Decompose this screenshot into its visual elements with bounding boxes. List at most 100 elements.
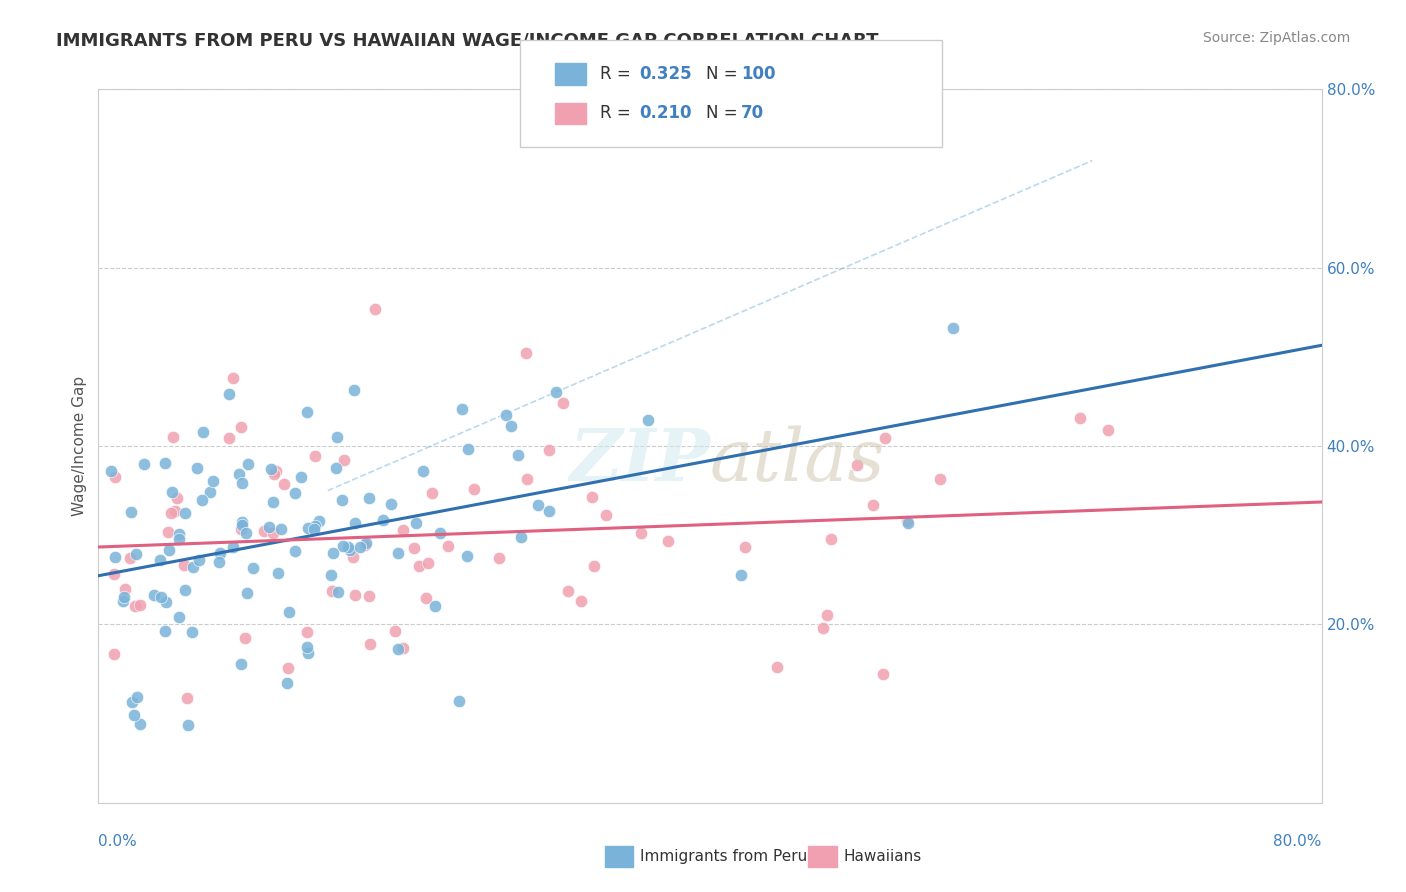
Point bbox=[371, 513, 394, 527]
Point bbox=[322, 546, 344, 560]
Point bbox=[392, 641, 415, 656]
Text: 70: 70 bbox=[741, 104, 763, 122]
Point bbox=[436, 539, 458, 553]
Point bbox=[112, 593, 135, 607]
Point bbox=[447, 694, 470, 708]
Point bbox=[295, 405, 318, 419]
Point bbox=[553, 396, 575, 410]
Point bbox=[231, 475, 253, 490]
Point bbox=[364, 301, 387, 316]
Point bbox=[100, 464, 122, 478]
Point bbox=[1069, 411, 1091, 425]
Point bbox=[349, 540, 371, 554]
Point bbox=[238, 458, 260, 472]
Point bbox=[463, 482, 485, 496]
Point bbox=[297, 646, 319, 660]
Point bbox=[198, 485, 221, 500]
Point bbox=[343, 516, 366, 530]
Point bbox=[321, 584, 343, 599]
Point bbox=[456, 549, 478, 563]
Point bbox=[167, 532, 190, 546]
Point bbox=[160, 485, 183, 500]
Point bbox=[173, 558, 195, 572]
Point bbox=[174, 582, 197, 597]
Point bbox=[354, 536, 377, 550]
Point bbox=[157, 543, 180, 558]
Point bbox=[495, 409, 517, 423]
Point bbox=[166, 491, 188, 506]
Point bbox=[657, 533, 679, 548]
Point bbox=[270, 522, 292, 536]
Text: Hawaiians: Hawaiians bbox=[844, 849, 922, 863]
Point bbox=[730, 567, 752, 582]
Point bbox=[321, 568, 343, 582]
Point bbox=[177, 718, 200, 732]
Point bbox=[114, 582, 136, 596]
Point bbox=[218, 387, 240, 401]
Text: R =: R = bbox=[600, 104, 637, 122]
Point bbox=[149, 590, 172, 604]
Point bbox=[506, 448, 529, 462]
Point bbox=[267, 566, 290, 580]
Point bbox=[330, 493, 353, 508]
Point bbox=[208, 546, 231, 560]
Point bbox=[276, 675, 298, 690]
Point bbox=[242, 561, 264, 575]
Point bbox=[304, 518, 326, 533]
Point bbox=[302, 522, 325, 536]
Point bbox=[155, 595, 177, 609]
Point bbox=[897, 516, 920, 530]
Text: N =: N = bbox=[706, 65, 742, 83]
Text: atlas: atlas bbox=[710, 425, 886, 496]
Point bbox=[277, 660, 299, 674]
Point bbox=[488, 550, 510, 565]
Point bbox=[128, 598, 150, 612]
Point bbox=[153, 456, 176, 470]
Point bbox=[218, 431, 240, 445]
Point bbox=[112, 591, 135, 605]
Point bbox=[278, 605, 301, 619]
Point bbox=[176, 691, 198, 706]
Text: 0.0%: 0.0% bbox=[98, 834, 138, 849]
Point bbox=[181, 625, 204, 640]
Point bbox=[229, 523, 252, 537]
Point bbox=[630, 526, 652, 541]
Point bbox=[308, 514, 330, 528]
Point bbox=[153, 624, 176, 639]
Point bbox=[392, 524, 415, 538]
Point bbox=[416, 556, 439, 570]
Point bbox=[928, 472, 950, 486]
Point bbox=[125, 547, 148, 561]
Point bbox=[283, 543, 305, 558]
Point bbox=[359, 491, 381, 505]
Point bbox=[415, 591, 437, 605]
Point bbox=[273, 476, 295, 491]
Point bbox=[208, 555, 231, 569]
Point bbox=[515, 346, 537, 360]
Y-axis label: Wage/Income Gap: Wage/Income Gap bbox=[72, 376, 87, 516]
Point bbox=[222, 370, 245, 384]
Point bbox=[221, 541, 243, 555]
Point bbox=[408, 559, 430, 574]
Text: ZIP: ZIP bbox=[569, 425, 710, 496]
Point bbox=[450, 401, 472, 416]
Point bbox=[201, 474, 224, 488]
Point bbox=[263, 467, 285, 481]
Point bbox=[333, 452, 356, 467]
Point bbox=[457, 442, 479, 457]
Point bbox=[174, 507, 197, 521]
Point bbox=[328, 585, 350, 599]
Point bbox=[412, 464, 434, 478]
Point bbox=[125, 690, 148, 704]
Point bbox=[284, 486, 307, 500]
Point bbox=[103, 566, 125, 581]
Point bbox=[344, 588, 367, 602]
Text: IMMIGRANTS FROM PERU VS HAWAIIAN WAGE/INCOME GAP CORRELATION CHART: IMMIGRANTS FROM PERU VS HAWAIIAN WAGE/IN… bbox=[56, 31, 879, 49]
Point bbox=[124, 599, 146, 614]
Point bbox=[734, 541, 756, 555]
Point bbox=[537, 504, 560, 518]
Point bbox=[581, 491, 603, 505]
Text: Source: ZipAtlas.com: Source: ZipAtlas.com bbox=[1202, 31, 1350, 45]
Point bbox=[260, 462, 283, 476]
Point bbox=[405, 516, 427, 530]
